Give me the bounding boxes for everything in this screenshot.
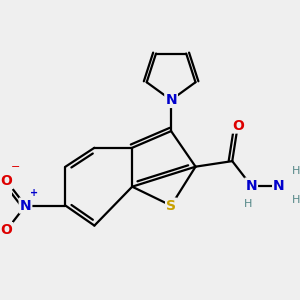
Text: S: S xyxy=(166,199,176,213)
Text: H: H xyxy=(292,195,300,205)
Text: O: O xyxy=(232,118,244,133)
Text: N: N xyxy=(165,93,177,107)
Text: H: H xyxy=(292,167,300,176)
Text: N: N xyxy=(20,199,31,213)
Text: H: H xyxy=(244,199,252,208)
Text: O: O xyxy=(1,223,13,237)
Text: N: N xyxy=(245,178,257,193)
Text: +: + xyxy=(30,188,38,198)
Text: O: O xyxy=(1,174,13,188)
Text: −: − xyxy=(11,162,20,172)
Text: N: N xyxy=(273,178,285,193)
